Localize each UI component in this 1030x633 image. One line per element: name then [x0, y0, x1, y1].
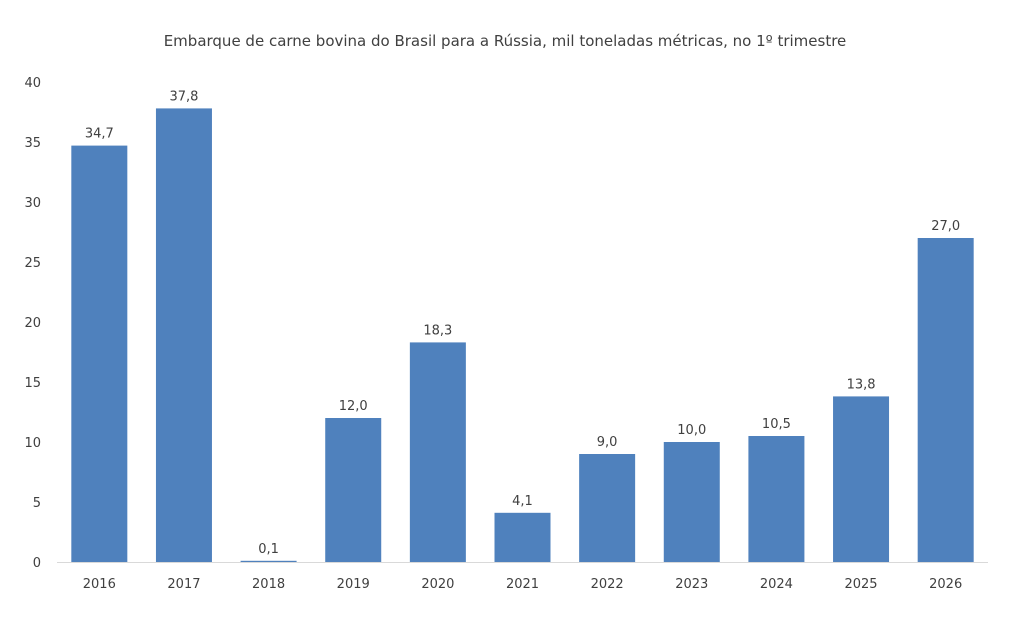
- x-tick-label: 2022: [591, 577, 624, 592]
- data-label: 37,8: [169, 89, 198, 104]
- bar-2019: [325, 418, 382, 562]
- y-tick-label: 0: [33, 556, 41, 571]
- data-label: 0,1: [258, 542, 279, 557]
- x-tick-label: 2020: [421, 577, 454, 592]
- bars: 34,7 37,8 0,1 12,0 18,3 4,1 9,0 10,0 10,5 13,8 27,…: [71, 89, 974, 563]
- data-label: 13,8: [847, 377, 876, 392]
- data-label: 10,5: [762, 417, 791, 432]
- data-label: 34,7: [85, 127, 114, 142]
- data-label: 12,0: [339, 399, 368, 414]
- x-tick-label: 2016: [83, 577, 116, 592]
- bar-2020: [409, 342, 466, 562]
- y-tick-label: 20: [24, 316, 41, 331]
- bar-2021: [494, 512, 551, 562]
- bar-2022: [579, 454, 636, 562]
- data-label: 18,3: [423, 323, 452, 338]
- bar-2017: [155, 108, 212, 563]
- y-tick-label: 25: [24, 256, 41, 271]
- y-tick-label: 5: [33, 496, 41, 511]
- x-tick-label: 2021: [506, 577, 539, 592]
- x-tick-label: 2018: [252, 577, 285, 592]
- data-label: 4,1: [512, 494, 533, 509]
- x-tick-label: 2019: [337, 577, 370, 592]
- data-label: 27,0: [931, 219, 960, 234]
- x-tick-label: 2025: [844, 577, 877, 592]
- x-tick-label: 2023: [675, 577, 708, 592]
- bar-2024: [748, 436, 805, 562]
- data-label: 9,0: [597, 435, 618, 450]
- x-tick-label: 2024: [760, 577, 793, 592]
- data-label: 10,0: [677, 423, 706, 438]
- bar-2016: [71, 145, 128, 562]
- y-tick-label: 40: [24, 76, 41, 91]
- chart-title: Embarque de carne bovina do Brasil para …: [164, 32, 847, 50]
- x-tick-label: 2026: [929, 577, 962, 592]
- y-axis: 0 5 10 15 20 25 30 35 40: [24, 76, 41, 571]
- x-tick-label: 2017: [167, 577, 200, 592]
- bar-2023: [663, 442, 720, 562]
- y-tick-label: 10: [24, 436, 41, 451]
- y-tick-label: 15: [24, 376, 41, 391]
- y-tick-label: 35: [24, 136, 41, 151]
- y-tick-label: 30: [24, 196, 41, 211]
- bar-2018: [240, 560, 297, 562]
- x-axis: 2016 2017 2018 2019 2020 2021 2022 2023 2024 2025…: [83, 577, 962, 592]
- bar-2026: [917, 238, 974, 562]
- bar-2025: [833, 396, 890, 562]
